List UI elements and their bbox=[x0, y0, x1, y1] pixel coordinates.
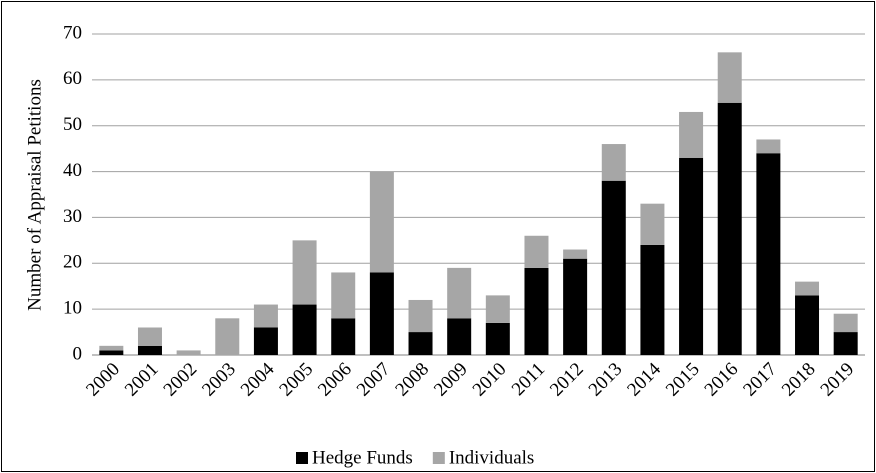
bar bbox=[99, 350, 124, 355]
bar bbox=[756, 139, 781, 154]
bar bbox=[717, 102, 742, 356]
bar bbox=[640, 203, 665, 245]
bar bbox=[408, 332, 433, 355]
bar bbox=[833, 313, 858, 333]
y-tick-label: 10 bbox=[63, 298, 82, 319]
bar bbox=[795, 295, 820, 355]
y-tick-label: 60 bbox=[63, 68, 82, 89]
y-tick-label: 50 bbox=[63, 114, 82, 135]
bar bbox=[679, 111, 704, 158]
bar bbox=[137, 345, 162, 355]
bar bbox=[253, 304, 278, 328]
bar bbox=[485, 295, 510, 323]
legend-swatch bbox=[296, 452, 308, 464]
bar bbox=[331, 272, 356, 319]
bar bbox=[524, 235, 549, 268]
bar bbox=[833, 332, 858, 355]
bar bbox=[253, 327, 278, 355]
bar bbox=[601, 144, 626, 181]
y-tick-label: 20 bbox=[63, 252, 82, 273]
legend-label: Hedge Funds bbox=[312, 447, 413, 468]
bar bbox=[640, 244, 665, 355]
bar bbox=[369, 171, 394, 273]
bar bbox=[563, 249, 588, 259]
bar bbox=[756, 153, 781, 355]
bar bbox=[369, 272, 394, 355]
bar bbox=[563, 258, 588, 355]
y-tick-label: 70 bbox=[63, 22, 82, 43]
bar bbox=[447, 267, 472, 319]
bar bbox=[717, 52, 742, 103]
bar bbox=[601, 180, 626, 355]
bar bbox=[137, 327, 162, 346]
bar bbox=[485, 322, 510, 355]
bar bbox=[292, 240, 317, 305]
bar bbox=[215, 318, 240, 355]
bar bbox=[795, 281, 820, 296]
bar bbox=[524, 267, 549, 355]
bar bbox=[331, 318, 356, 355]
y-tick-label: 30 bbox=[63, 206, 82, 227]
y-tick-label: 0 bbox=[73, 343, 83, 364]
legend-label: Individuals bbox=[449, 447, 535, 468]
bar bbox=[408, 299, 433, 333]
y-axis-title: Number of Appraisal Petitions bbox=[24, 79, 45, 311]
bar bbox=[99, 345, 124, 351]
bar bbox=[176, 350, 201, 355]
bar bbox=[447, 318, 472, 355]
bar bbox=[679, 157, 704, 355]
legend-swatch bbox=[432, 452, 445, 464]
y-tick-label: 40 bbox=[63, 160, 82, 181]
bar bbox=[292, 304, 317, 355]
